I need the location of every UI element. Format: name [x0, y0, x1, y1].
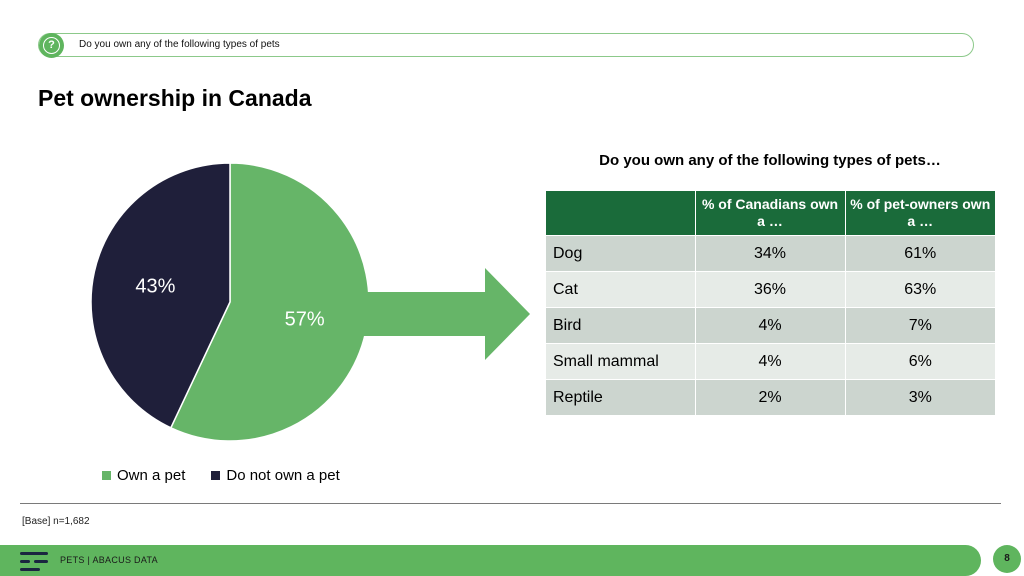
legend-swatch: [211, 471, 221, 480]
legend-item-own: Own a pet: [102, 467, 185, 484]
pet-ownership-table: % of Canadians own a … % of pet-owners o…: [546, 191, 995, 415]
row-label: Bird: [546, 307, 696, 344]
legend-swatch: [102, 471, 111, 480]
abacus-logo-icon: [20, 551, 50, 571]
table-cell: 7%: [845, 307, 995, 344]
table-row: Reptile 2% 3%: [546, 379, 995, 415]
chart-legend: Own a pet Do not own a pet: [102, 467, 340, 484]
question-mark-icon: ?: [39, 33, 64, 58]
pie-data-label: 43%: [135, 275, 175, 297]
table-row: Small mammal 4% 6%: [546, 343, 995, 380]
table-title: Do you own any of the following types of…: [599, 152, 941, 169]
footer-bar: PETS | ABACUS DATA: [0, 545, 981, 576]
column-header-pet-owners: % of pet-owners own a …: [845, 191, 995, 236]
page-title: Pet ownership in Canada: [38, 85, 312, 111]
column-header-canadians: % of Canadians own a …: [695, 191, 846, 236]
base-note: [Base] n=1,682: [22, 516, 90, 527]
table-cell: 4%: [695, 307, 846, 344]
table-cell: 3%: [845, 379, 995, 415]
arrow-icon: [360, 268, 530, 360]
table-cell: 4%: [695, 343, 846, 380]
footer-text: PETS | ABACUS DATA: [60, 555, 158, 565]
table-cell: 2%: [695, 379, 846, 415]
page-number: 8: [993, 545, 1021, 573]
table-row: Bird 4% 7%: [546, 307, 995, 344]
pie-chart: 57% 43%: [90, 162, 370, 442]
legend-label: Do not own a pet: [226, 467, 340, 484]
table-cell: 61%: [845, 235, 995, 272]
table-row: Dog 34% 61%: [546, 235, 995, 272]
question-text: Do you own any of the following types of…: [79, 39, 280, 50]
table-cell: 63%: [845, 271, 995, 308]
column-header: [546, 191, 696, 236]
row-label: Reptile: [546, 379, 696, 415]
row-label: Small mammal: [546, 343, 696, 380]
table-row: Cat 36% 63%: [546, 271, 995, 308]
legend-item-not-own: Do not own a pet: [211, 467, 340, 484]
pie-data-label: 57%: [285, 309, 325, 331]
question-bar: ? Do you own any of the following types …: [38, 33, 974, 58]
row-label: Cat: [546, 271, 696, 308]
row-label: Dog: [546, 235, 696, 272]
table-cell: 6%: [845, 343, 995, 380]
pie-slice-do-not-own-a-pet: [90, 162, 231, 429]
table-header-row: % of Canadians own a … % of pet-owners o…: [546, 191, 995, 236]
divider: [20, 503, 1001, 504]
table-cell: 36%: [695, 271, 846, 308]
legend-label: Own a pet: [117, 467, 186, 484]
table-cell: 34%: [695, 235, 846, 272]
